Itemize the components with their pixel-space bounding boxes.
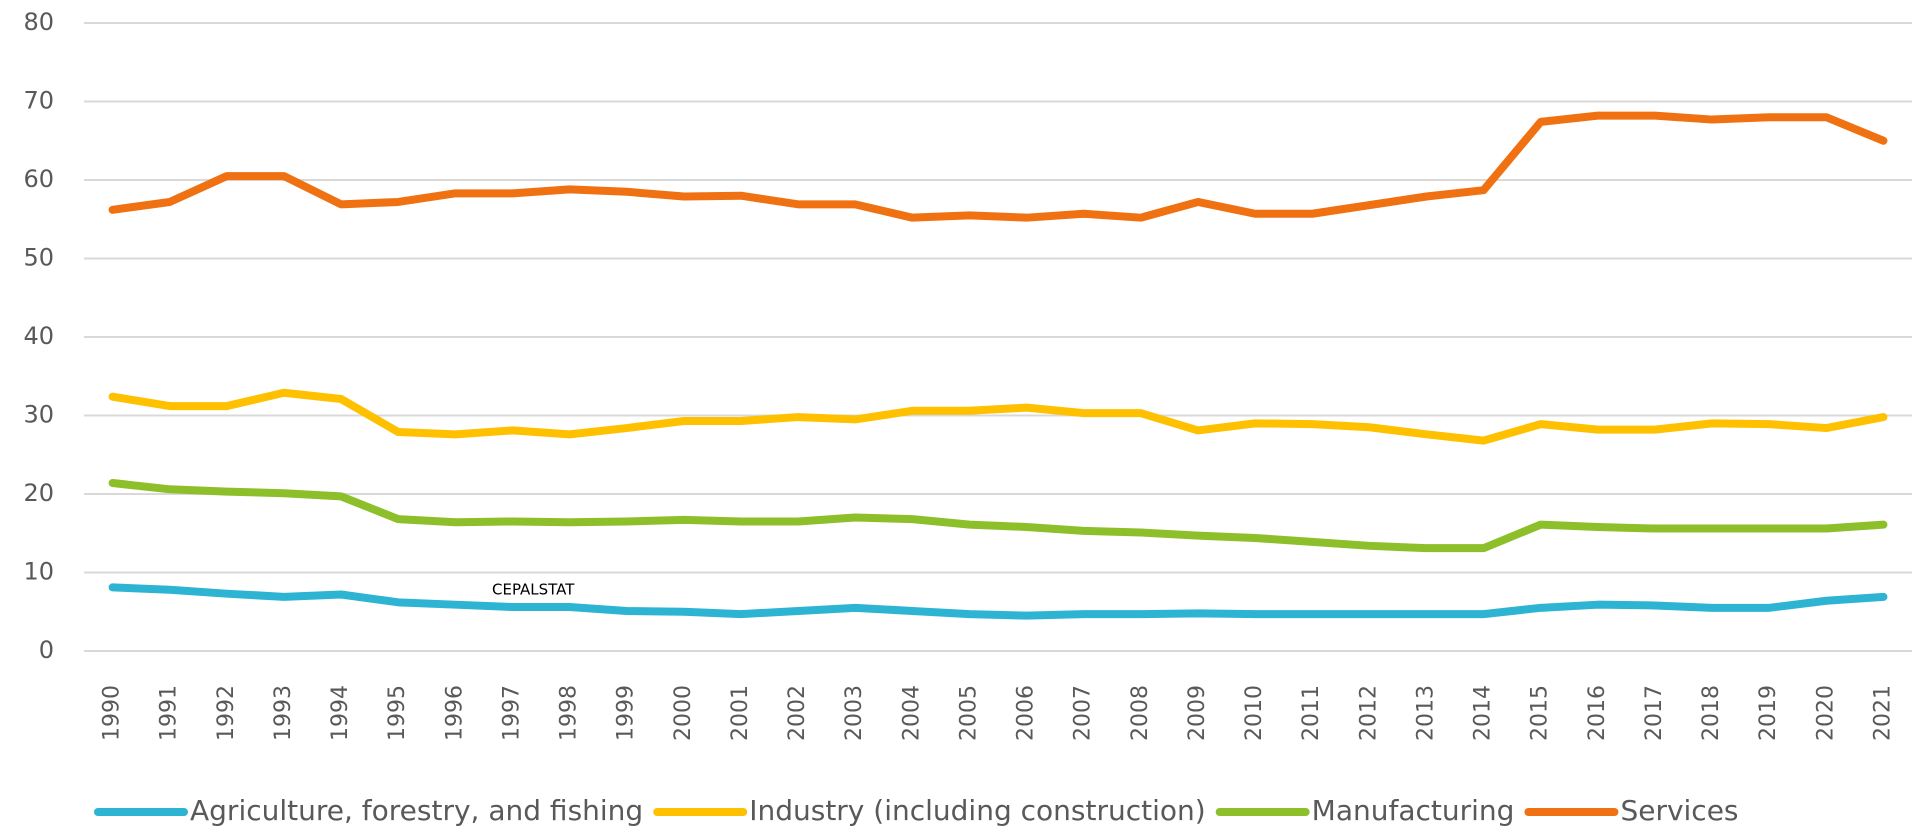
x-tick-label: 1992 bbox=[214, 685, 239, 741]
x-tick-label: 1997 bbox=[499, 685, 524, 741]
x-tick-label: 2007 bbox=[1071, 685, 1096, 741]
x-tick-label: 2005 bbox=[956, 685, 981, 741]
x-tick-label: 1998 bbox=[557, 685, 582, 741]
x-tick-label: 1990 bbox=[100, 685, 125, 741]
series-line bbox=[108, 583, 1888, 620]
x-tick-label: 2008 bbox=[1128, 685, 1153, 741]
legend-label: Services bbox=[1620, 794, 1738, 827]
x-tick-label: 2012 bbox=[1356, 685, 1381, 741]
x-tick-label: 2016 bbox=[1585, 685, 1610, 741]
x-tick-label: 2019 bbox=[1756, 685, 1781, 741]
x-tick-label: 2017 bbox=[1642, 685, 1667, 741]
series-line bbox=[108, 111, 1888, 222]
x-tick-label: 1999 bbox=[614, 685, 639, 741]
legend-label: Manufacturing bbox=[1312, 794, 1515, 827]
annotation: CEPALSTAT bbox=[492, 581, 575, 599]
x-tick-label: 2006 bbox=[1014, 685, 1039, 741]
x-tick-label: 2011 bbox=[1299, 685, 1324, 741]
y-tick-label: 20 bbox=[23, 479, 54, 507]
series-line bbox=[108, 388, 1888, 445]
legend-label: Agriculture, forestry, and fishing bbox=[190, 794, 643, 827]
x-tick-label: 1991 bbox=[157, 685, 182, 741]
x-tick-label: 2018 bbox=[1699, 685, 1724, 741]
x-tick-label: 1993 bbox=[271, 685, 296, 741]
y-tick-label: 40 bbox=[23, 322, 54, 350]
legend-label: Industry (including construction) bbox=[749, 794, 1205, 827]
y-tick-label: 60 bbox=[23, 165, 54, 193]
series-line bbox=[108, 479, 1888, 553]
x-tick-label: 2020 bbox=[1813, 685, 1838, 741]
y-tick-label: 80 bbox=[23, 8, 54, 36]
x-tick-label: 1996 bbox=[442, 685, 467, 741]
x-tick-label: 2009 bbox=[1185, 685, 1210, 741]
y-tick-label: 50 bbox=[23, 244, 54, 272]
x-tick-label: 2010 bbox=[1242, 685, 1267, 741]
x-tick-label: 2021 bbox=[1870, 685, 1895, 741]
y-tick-label: 70 bbox=[23, 87, 54, 115]
y-tick-label: 10 bbox=[23, 558, 54, 586]
x-tick-label: 2014 bbox=[1471, 685, 1496, 741]
x-tick-label: 2000 bbox=[671, 685, 696, 741]
x-tick-label: 2004 bbox=[899, 685, 924, 741]
x-tick-label: 1995 bbox=[385, 685, 410, 741]
x-tick-label: 2003 bbox=[842, 685, 867, 741]
x-tick-label: 2002 bbox=[785, 685, 810, 741]
y-tick-label: 30 bbox=[23, 401, 54, 429]
y-tick-label: 0 bbox=[39, 636, 54, 664]
x-tick-label: 2001 bbox=[728, 685, 753, 741]
x-tick-label: 2015 bbox=[1528, 685, 1553, 741]
x-tick-label: 1994 bbox=[328, 685, 353, 741]
x-tick-label: 2013 bbox=[1413, 685, 1438, 741]
